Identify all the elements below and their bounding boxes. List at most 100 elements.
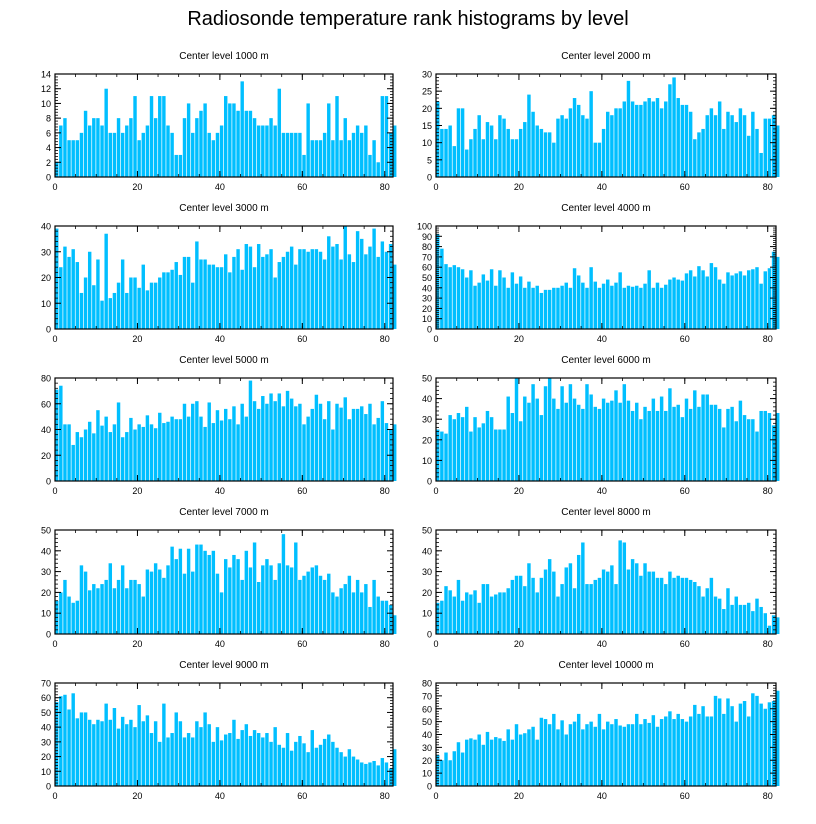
- histogram-bar: [83, 110, 88, 177]
- histogram-bar: [688, 716, 693, 786]
- histogram-bar: [576, 104, 581, 177]
- histogram-bar: [647, 571, 651, 634]
- y-tick-label: 5: [427, 155, 432, 165]
- histogram-bar: [104, 88, 108, 177]
- histogram-bar: [601, 729, 606, 786]
- histogram-bar: [355, 231, 360, 329]
- histogram-bar: [763, 708, 768, 786]
- histogram-bar: [174, 262, 178, 329]
- histogram-bar: [639, 287, 643, 329]
- histogram-bar: [388, 244, 393, 329]
- histogram-bar: [502, 429, 506, 481]
- histogram-bar: [339, 140, 343, 177]
- histogram-bar: [281, 534, 286, 634]
- histogram-bar: [436, 602, 440, 634]
- histogram-bar: [763, 118, 768, 177]
- x-tick-label: 80: [763, 486, 773, 496]
- histogram-bar: [680, 280, 685, 329]
- histogram-bar: [465, 406, 469, 481]
- histogram-bar: [273, 579, 277, 634]
- histogram-bar: [248, 246, 253, 329]
- histogram-bar: [55, 389, 59, 481]
- histogram-bar: [83, 712, 88, 786]
- histogram-bar: [552, 287, 556, 329]
- histogram-bar: [746, 602, 751, 634]
- histogram-bar: [771, 701, 776, 786]
- histogram-bar: [514, 283, 519, 329]
- histogram-bar: [166, 125, 170, 177]
- histogram-bar: [742, 701, 747, 786]
- histogram-bar: [327, 401, 331, 481]
- histogram-bar: [125, 125, 129, 177]
- histogram-bar: [664, 584, 668, 634]
- histogram-bar: [248, 110, 253, 177]
- histogram-bar: [186, 103, 191, 177]
- histogram-bar: [302, 743, 306, 786]
- histogram-bar: [380, 758, 385, 786]
- histogram-bar: [360, 132, 364, 177]
- histogram-bar: [351, 132, 356, 177]
- y-tick-label: 30: [41, 247, 51, 257]
- histogram-bar: [224, 408, 228, 481]
- histogram-bar: [384, 762, 389, 786]
- y-tick-label: 30: [422, 567, 432, 577]
- histogram-bar: [572, 268, 577, 329]
- histogram-bar: [759, 606, 763, 634]
- histogram-bar: [568, 724, 573, 786]
- histogram-bar: [668, 388, 672, 481]
- histogram-bar: [676, 98, 680, 177]
- histogram-bar: [688, 270, 693, 329]
- histogram-bar: [384, 96, 389, 177]
- histogram-bar: [314, 249, 319, 329]
- histogram-bar: [626, 80, 631, 177]
- histogram-bar: [751, 419, 755, 481]
- histogram-bar: [376, 596, 380, 634]
- x-tick-label: 40: [597, 639, 607, 649]
- histogram-bar: [186, 548, 191, 634]
- histogram-bar: [751, 269, 755, 329]
- histogram-bar: [145, 415, 150, 481]
- histogram-bar: [393, 749, 397, 786]
- y-tick-label: 15: [422, 121, 432, 131]
- histogram-bar: [256, 582, 261, 634]
- histogram-bar: [71, 693, 75, 786]
- histogram-bar: [688, 408, 693, 481]
- histogram-bar: [302, 154, 306, 177]
- x-tick-label: 40: [215, 334, 225, 344]
- histogram-bar: [655, 577, 660, 634]
- histogram-bar: [597, 713, 602, 786]
- histogram-bar: [55, 162, 59, 177]
- histogram-bar: [191, 737, 195, 786]
- histogram-bar: [355, 579, 360, 634]
- histogram-bar: [746, 716, 751, 786]
- histogram-bar: [722, 427, 726, 481]
- histogram-bar: [112, 132, 117, 177]
- histogram-bar: [771, 251, 776, 329]
- histogram-bar: [364, 763, 368, 786]
- histogram-bar: [693, 390, 697, 481]
- histogram-bar: [456, 267, 461, 329]
- histogram-bar: [676, 713, 680, 786]
- histogram-bar: [576, 404, 581, 481]
- histogram-bar: [343, 397, 347, 481]
- histogram-bar: [215, 573, 220, 634]
- histogram-bar: [552, 398, 556, 481]
- histogram-bar: [199, 259, 203, 329]
- histogram-bar: [593, 406, 598, 481]
- histogram-bar: [116, 402, 121, 481]
- histogram-bar: [335, 596, 339, 634]
- histogram-bar: [730, 706, 734, 786]
- histogram-bar: [489, 739, 494, 786]
- histogram-bar: [639, 104, 643, 177]
- y-tick-label: 60: [422, 704, 432, 714]
- histogram-bar: [672, 77, 676, 177]
- histogram-bar: [502, 118, 506, 177]
- y-tick-label: 30: [422, 415, 432, 425]
- histogram-bar: [705, 394, 709, 481]
- histogram-bar: [182, 737, 187, 786]
- chart-panel-5: Center level 5000 m 0 20 40 60 80 0 20 40 60 80: [41, 355, 397, 496]
- histogram-bar: [306, 251, 310, 329]
- histogram-bar: [158, 569, 162, 634]
- y-tick-label: 80: [41, 374, 51, 384]
- chart-panel-6: Center level 6000 m 0 10 20 30 40 50 0 20 40 60 80: [422, 355, 780, 496]
